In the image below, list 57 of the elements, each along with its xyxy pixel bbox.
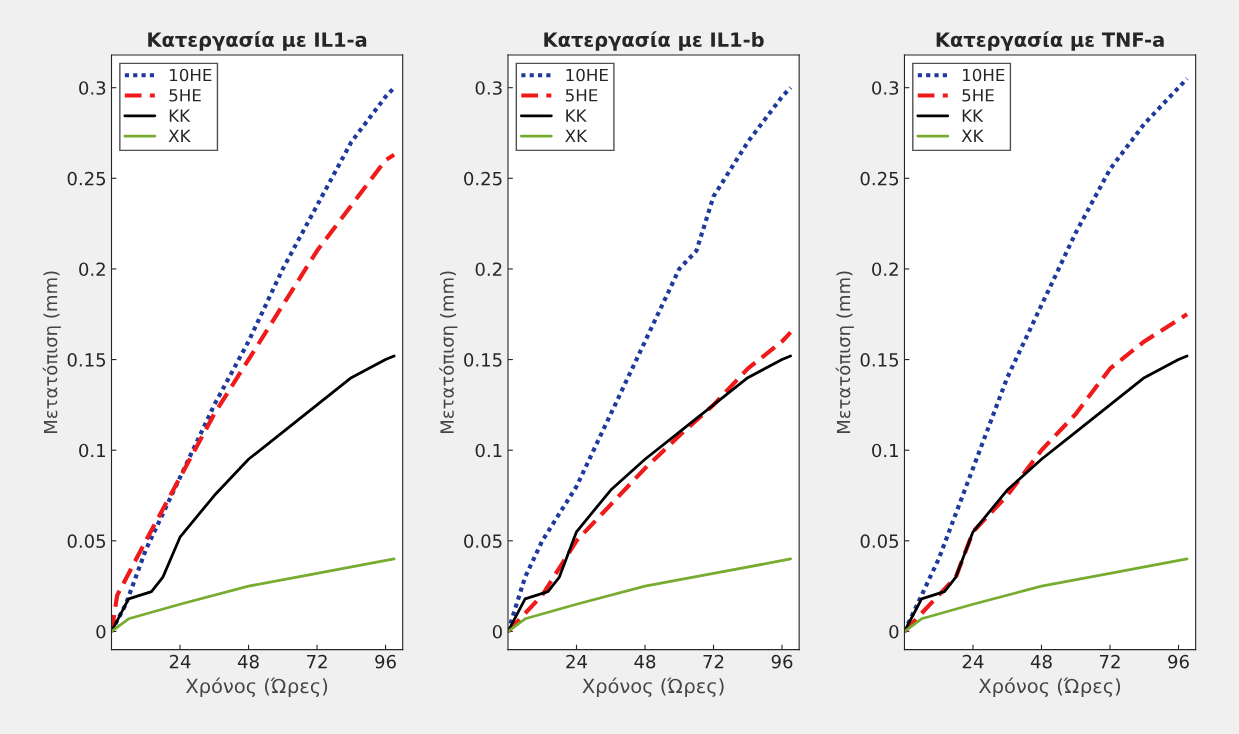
x-axis-title: Χρόνος (Ώρες) bbox=[582, 677, 724, 698]
y-axis-title: Μετατόπιση (mm) bbox=[439, 271, 458, 433]
legend-label: 5HE bbox=[565, 89, 598, 102]
y-tick-label: 0.1 bbox=[475, 443, 502, 458]
chart-title: Κατεργασία με TNF-a bbox=[936, 31, 1164, 51]
x-tick-label: 24 bbox=[962, 654, 984, 669]
x-tick-label: 96 bbox=[771, 654, 793, 669]
x-tick-label: 24 bbox=[566, 654, 587, 669]
x-tick-label: 48 bbox=[237, 654, 259, 669]
legend-label: 5HE bbox=[962, 89, 994, 102]
legend-label: KK bbox=[566, 109, 587, 122]
y-tick-label: 0.15 bbox=[860, 353, 899, 367]
chart-title: Κατεργασία με IL1-a bbox=[148, 31, 367, 51]
y-tick-label: 0.3 bbox=[79, 81, 106, 95]
y-tick-label: 0.15 bbox=[464, 353, 502, 367]
y-tick-label: 0.25 bbox=[464, 171, 502, 186]
y-tick-label: 0.3 bbox=[872, 81, 899, 95]
y-tick-label: 0.05 bbox=[464, 534, 502, 548]
x-tick-label: 72 bbox=[307, 654, 327, 669]
y-tick-label: 0.05 bbox=[67, 534, 106, 548]
x-axis-title: Χρόνος (Ώρες) bbox=[185, 677, 328, 698]
y-axis-title: Μετατόπιση (mm) bbox=[835, 271, 854, 433]
y-tick-label: 0 bbox=[96, 624, 106, 639]
legend-label: 10HE bbox=[170, 68, 212, 82]
y-tick-label: 0.2 bbox=[79, 262, 105, 277]
y-tick-label: 0.3 bbox=[475, 81, 502, 95]
x-tick-label: 72 bbox=[703, 654, 724, 669]
y-tick-label: 0.1 bbox=[872, 443, 898, 458]
x-axis-title: Χρόνος (Ώρες) bbox=[978, 677, 1121, 698]
y-axis-title: Μετατόπιση (mm) bbox=[42, 271, 61, 433]
legend-label: 10HE bbox=[566, 68, 608, 82]
x-tick-label: 48 bbox=[1030, 654, 1052, 669]
y-tick-label: 0.1 bbox=[79, 443, 105, 458]
line-series bbox=[111, 557, 396, 633]
y-tick-label: 0 bbox=[889, 624, 899, 639]
legend-label: XK bbox=[168, 129, 191, 142]
legend-label: KK bbox=[962, 109, 984, 122]
x-tick-label: 48 bbox=[634, 654, 656, 669]
y-tick-label: 0.05 bbox=[860, 534, 899, 548]
x-tick-label: 96 bbox=[375, 654, 396, 669]
line-series bbox=[904, 557, 1189, 633]
y-tick-label: 0 bbox=[492, 624, 502, 639]
legend-label: KK bbox=[169, 109, 191, 122]
legend-label: 5HE bbox=[169, 89, 201, 102]
legend-label: XK bbox=[961, 129, 984, 142]
x-tick-label: 24 bbox=[169, 654, 191, 669]
y-tick-label: 0.2 bbox=[475, 262, 502, 277]
x-tick-label: 72 bbox=[1099, 654, 1120, 669]
y-tick-label: 0.15 bbox=[67, 353, 106, 367]
legend-label: XK bbox=[565, 129, 588, 142]
legend-label: 10HE bbox=[962, 68, 1005, 82]
line-series bbox=[507, 557, 792, 633]
x-tick-label: 96 bbox=[1168, 654, 1189, 669]
chart-title: Κατεργασία με IL1-b bbox=[544, 31, 764, 51]
y-tick-label: 0.25 bbox=[67, 171, 106, 186]
y-tick-label: 0.2 bbox=[872, 262, 898, 277]
y-tick-label: 0.25 bbox=[860, 171, 899, 186]
